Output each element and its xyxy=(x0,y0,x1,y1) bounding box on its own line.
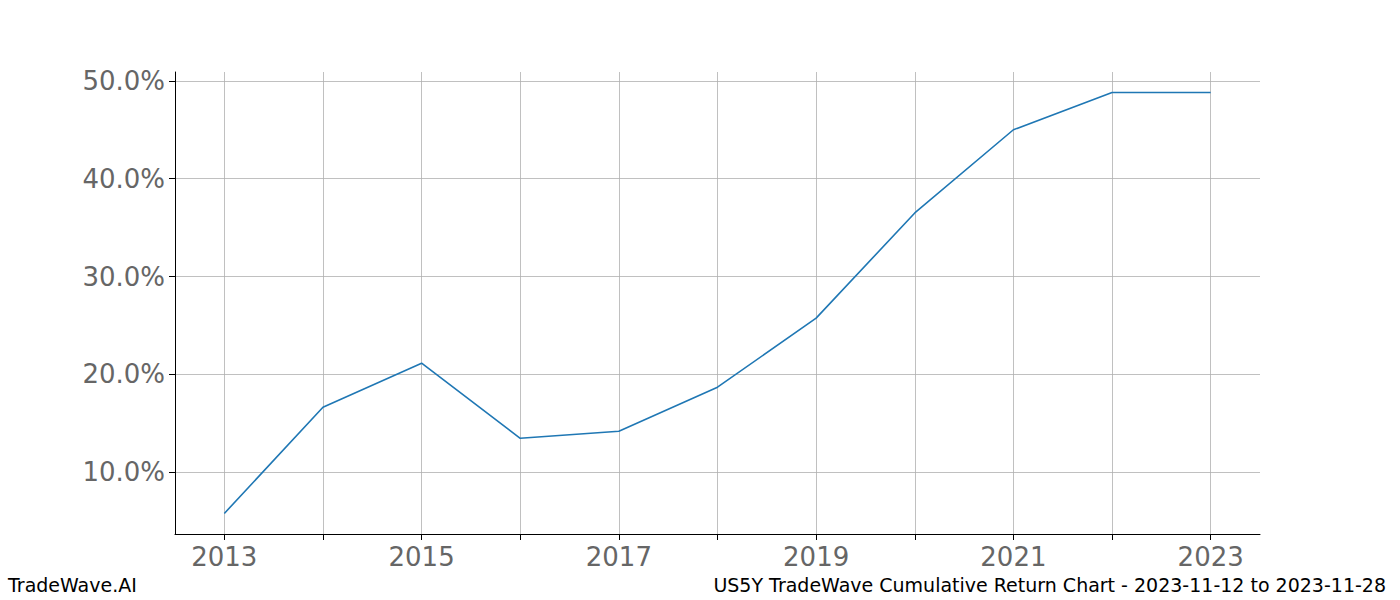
svg-text:2019: 2019 xyxy=(783,542,849,572)
svg-text:30.0%: 30.0% xyxy=(82,262,165,292)
svg-text:20.0%: 20.0% xyxy=(82,359,165,389)
svg-text:2013: 2013 xyxy=(191,542,257,572)
svg-text:10.0%: 10.0% xyxy=(82,457,165,487)
svg-text:2017: 2017 xyxy=(586,542,652,572)
svg-text:40.0%: 40.0% xyxy=(82,164,165,194)
svg-text:2015: 2015 xyxy=(389,542,455,572)
svg-text:2023: 2023 xyxy=(1178,542,1244,572)
svg-text:2021: 2021 xyxy=(980,542,1046,572)
svg-text:US5Y TradeWave Cumulative Retu: US5Y TradeWave Cumulative Return Chart -… xyxy=(713,574,1386,596)
svg-text:50.0%: 50.0% xyxy=(82,66,165,96)
svg-text:TradeWave.AI: TradeWave.AI xyxy=(7,574,137,596)
